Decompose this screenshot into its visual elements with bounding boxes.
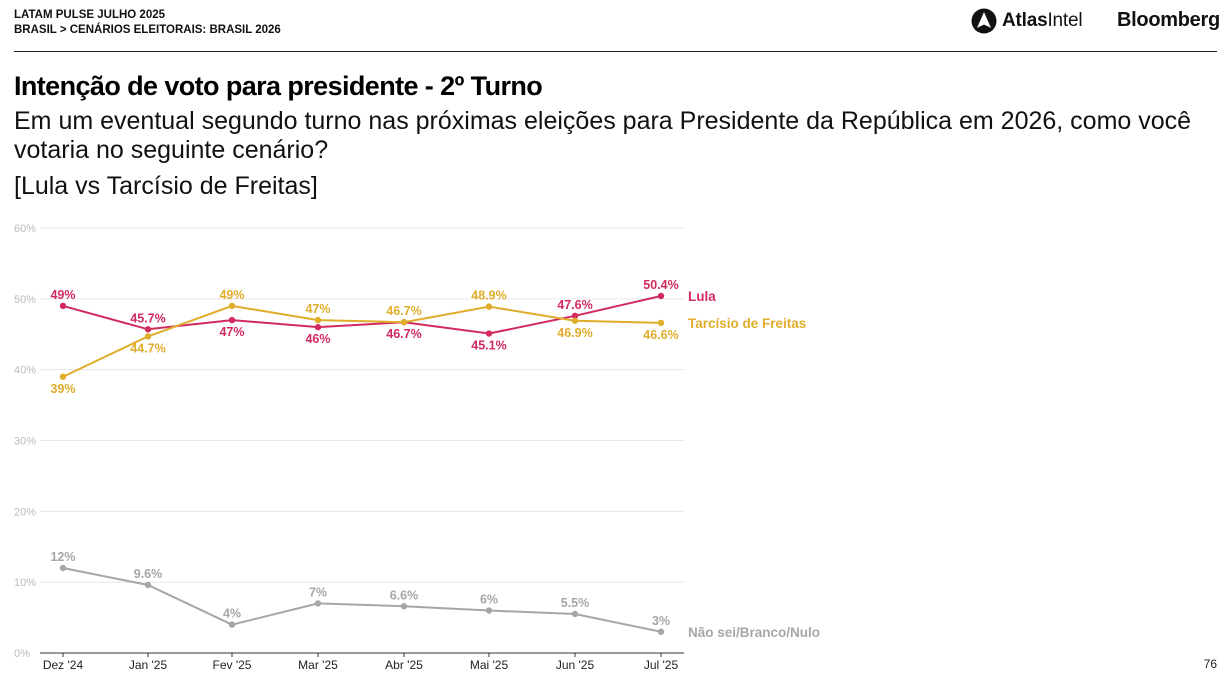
data-label-nao-sei: 7% — [309, 585, 327, 599]
x-tick-label: Fev '25 — [213, 658, 252, 672]
data-point-lula — [144, 326, 152, 333]
data-point-tarcisio — [228, 302, 236, 310]
report-header: LATAM PULSE JULHO 2025 BRASIL > CENÁRIOS… — [14, 8, 281, 38]
data-point-tarcisio — [144, 333, 152, 340]
data-point-lula — [657, 292, 665, 300]
data-label-lula: 47% — [219, 325, 244, 339]
data-label-lula: 50.4% — [643, 278, 678, 292]
data-point-lula — [571, 312, 579, 320]
data-point-lula — [314, 323, 322, 331]
x-tick-label: Jul '25 — [644, 658, 679, 672]
data-point-nao-sei — [657, 628, 665, 635]
scenario-label: [Lula vs Tarcísio de Freitas] — [14, 172, 318, 200]
y-tick-label: 10% — [14, 577, 36, 589]
y-tick-label: 0% — [14, 648, 30, 660]
y-tick-label: 60% — [14, 223, 36, 235]
page-number: 76 — [1203, 657, 1217, 671]
data-point-lula — [59, 302, 67, 310]
data-label-tarcisio: 48.9% — [471, 289, 506, 303]
data-point-nao-sei — [485, 607, 493, 614]
data-label-lula: 47.6% — [557, 298, 592, 312]
breadcrumb-item: BRASIL — [14, 24, 57, 36]
data-point-tarcisio — [314, 316, 322, 324]
x-tick-label: Jun '25 — [556, 658, 595, 672]
data-point-nao-sei — [314, 600, 322, 607]
atlasintel-wordmark: AtlasIntel — [1002, 10, 1083, 31]
x-tick-label: Mai '25 — [470, 658, 509, 672]
data-label-lula: 45.1% — [471, 339, 506, 353]
x-tick-label: Abr '25 — [385, 658, 423, 672]
data-point-lula — [228, 316, 236, 324]
data-point-tarcisio — [59, 373, 67, 380]
page-title: Intenção de voto para presidente - 2º Tu… — [14, 71, 543, 101]
data-label-nao-sei: 12% — [50, 550, 75, 564]
data-label-lula: 46% — [305, 332, 330, 346]
y-tick-label: 40% — [14, 365, 36, 377]
data-label-lula: 45.7% — [130, 311, 165, 325]
data-label-tarcisio: 47% — [305, 302, 330, 316]
x-tick-label: Dez '24 — [43, 658, 84, 672]
x-tick-label: Jan '25 — [129, 658, 168, 672]
data-label-nao-sei: 6.6% — [390, 588, 419, 602]
data-point-tarcisio — [571, 317, 579, 324]
legend-label-nao-sei: Não sei/Branco/Nulo — [688, 625, 820, 640]
series-line-nao-sei — [62, 567, 662, 633]
y-tick-label: 50% — [14, 294, 36, 306]
y-tick-label: 30% — [14, 436, 36, 448]
data-label-lula: 49% — [50, 288, 75, 302]
bloomberg-logo: Bloomberg — [1117, 9, 1220, 31]
legend-label-lula: Lula — [688, 289, 716, 304]
data-label-nao-sei: 3% — [652, 614, 670, 628]
header-divider — [14, 51, 1217, 52]
x-tick-label: Mar '25 — [298, 658, 338, 672]
series-line-tarcisio — [62, 304, 662, 378]
legend-label-tarcisio: Tarcísio de Freitas — [688, 316, 806, 331]
breadcrumb-item: CENÁRIOS ELEITORAIS: BRASIL 2026 — [69, 24, 281, 36]
data-label-nao-sei: 4% — [223, 607, 241, 621]
data-label-lula: 46.7% — [386, 327, 421, 341]
data-label-tarcisio: 46.9% — [557, 326, 592, 340]
data-point-tarcisio — [400, 319, 408, 326]
data-label-tarcisio: 46.7% — [386, 304, 421, 318]
data-point-nao-sei — [144, 581, 152, 589]
atlasintel-mark-icon — [971, 8, 997, 34]
data-point-nao-sei — [59, 564, 67, 572]
data-label-tarcisio: 39% — [50, 382, 75, 396]
breadcrumb-separator: > — [59, 24, 67, 36]
breadcrumb: BRASIL > CENÁRIOS ELEITORAIS: BRASIL 202… — [14, 23, 281, 38]
report-name: LATAM PULSE JULHO 2025 — [14, 9, 166, 21]
data-label-nao-sei: 5.5% — [561, 596, 590, 610]
data-point-tarcisio — [485, 303, 493, 310]
survey-question: Em um eventual segundo turno nas próxima… — [14, 107, 1192, 164]
data-label-nao-sei: 9.6% — [134, 567, 163, 581]
data-label-tarcisio: 46.6% — [643, 328, 678, 342]
data-point-lula — [485, 330, 493, 337]
data-label-nao-sei: 6% — [480, 593, 498, 607]
data-point-nao-sei — [400, 603, 408, 610]
data-point-nao-sei — [228, 621, 236, 628]
data-label-tarcisio: 44.7% — [130, 341, 165, 355]
data-point-nao-sei — [571, 610, 579, 618]
y-tick-label: 20% — [14, 506, 36, 518]
atlasintel-logo: AtlasIntel — [971, 8, 1083, 34]
data-point-tarcisio — [657, 319, 665, 327]
data-label-tarcisio: 49% — [219, 288, 244, 302]
